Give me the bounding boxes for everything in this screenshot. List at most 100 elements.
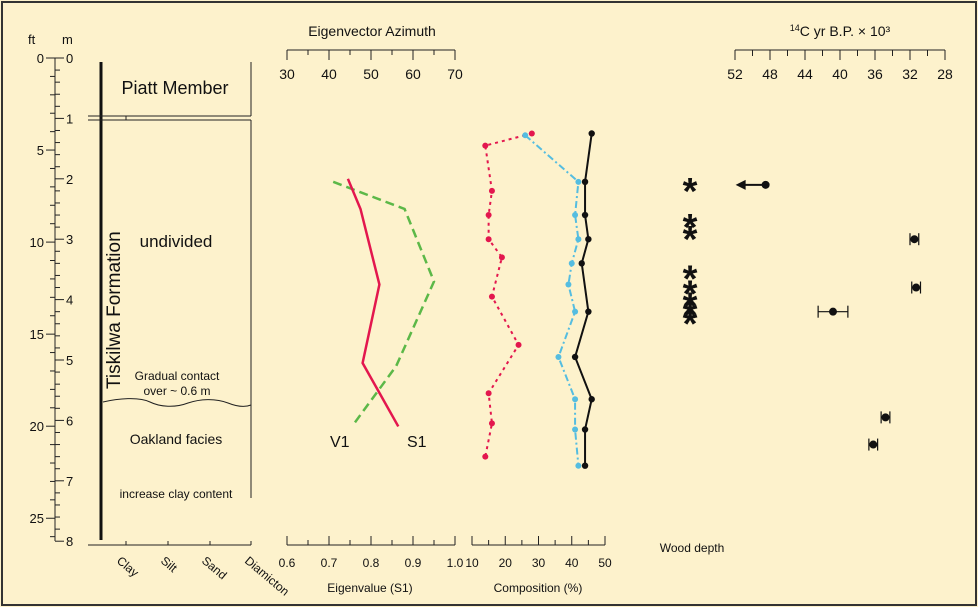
m-tick-label: 2 xyxy=(66,172,73,187)
age-date-point xyxy=(910,235,919,244)
ft-tick-label: 0 xyxy=(37,51,44,66)
composition-axis-title: Composition (%) xyxy=(494,581,583,595)
ft-tick-label: 5 xyxy=(37,143,44,158)
sand-point xyxy=(585,236,592,243)
wood-sample-asterisk: * xyxy=(683,304,698,346)
sand-point xyxy=(581,178,589,186)
silt-point xyxy=(572,396,579,403)
silt-point xyxy=(575,462,582,469)
silt-point xyxy=(575,236,582,243)
eigen-panel: Eigenvector Azimuth Eigenvalue (S1) V1 S… xyxy=(279,23,464,595)
composition-tick-label: 20 xyxy=(499,556,513,570)
age-tick-label: 48 xyxy=(762,66,778,82)
ft-tick-label: 10 xyxy=(30,235,44,250)
silt-point xyxy=(522,132,529,139)
gradual-contact-line xyxy=(102,398,252,407)
clay-point xyxy=(482,453,489,460)
sand-point xyxy=(585,308,592,315)
undivided-label: undivided xyxy=(140,232,213,251)
clay-point xyxy=(498,254,505,261)
sand-point xyxy=(571,353,579,361)
depth-axis: ft m 0 1 2 3 4 5 6 7 8 0 5 10 15 20 25 xyxy=(28,32,73,549)
silt-point xyxy=(568,260,575,267)
azimuth-tick-label: 30 xyxy=(279,66,295,82)
age-tick-label: 44 xyxy=(797,66,813,82)
composition-panel: Composition (%) 10 20 30 40 50 xyxy=(465,130,612,595)
sand-point xyxy=(581,211,589,219)
m-tick-label: 6 xyxy=(66,413,73,428)
age-date-point xyxy=(881,413,890,422)
clay-point xyxy=(488,293,495,300)
clay-point xyxy=(485,212,492,219)
clay-point xyxy=(485,236,492,243)
contact-label-line1: Gradual contact xyxy=(135,369,220,383)
radiocarbon-panel: 14C yr B.P. × 10³ Wood depth 52 48 44 40 36 3… xyxy=(660,23,953,555)
azimuth-tick-label: 70 xyxy=(447,66,463,82)
age-tick-label: 32 xyxy=(902,66,918,82)
eigenvalue-tick-label: 0.9 xyxy=(405,556,422,570)
silt-point xyxy=(565,281,572,288)
wood-sample-asterisk: * xyxy=(683,207,698,249)
eigenvalue-tick-label: 1.0 xyxy=(447,556,464,570)
eigenvalue-tick-label: 0.8 xyxy=(363,556,380,570)
clay-series-line xyxy=(484,132,533,457)
age-tick-label: 40 xyxy=(832,66,848,82)
m-tick-label: 5 xyxy=(66,353,73,368)
ft-tick-label: 15 xyxy=(30,327,44,342)
wood-depth-label: Wood depth xyxy=(660,541,725,555)
azimuth-tick-label: 50 xyxy=(363,66,379,82)
age-date-point xyxy=(829,307,837,316)
v1-series-line xyxy=(332,180,436,425)
wood-sample-asterisk: * xyxy=(683,258,698,300)
ft-tick-label: 25 xyxy=(30,511,44,526)
silt-series-line xyxy=(524,134,580,466)
silt-point xyxy=(572,308,579,315)
m-tick-label: 7 xyxy=(66,474,73,489)
m-tick-label: 3 xyxy=(66,232,73,247)
wood-sample-asterisk: * xyxy=(683,274,698,316)
clay-point xyxy=(515,341,522,348)
composition-tick-label: 30 xyxy=(532,556,546,570)
sand-point xyxy=(578,260,585,267)
m-tick-label: 0 xyxy=(66,51,73,66)
silt-point xyxy=(575,178,582,185)
m-unit-label: m xyxy=(62,32,73,47)
azimuth-tick-label: 60 xyxy=(405,66,421,82)
sand-point xyxy=(581,462,589,469)
sand-point xyxy=(581,426,589,433)
composition-tick-label: 50 xyxy=(598,556,612,570)
stratigraphic-column: Piatt Member Tiskilwa Formation undivide… xyxy=(88,62,292,599)
eigenvalue-tick-label: 0.6 xyxy=(279,556,296,570)
wood-sample-asterisk: * xyxy=(683,286,698,328)
contact-label-line2: over ~ 0.6 m xyxy=(143,384,210,398)
clay-point xyxy=(488,187,495,194)
age-date-point xyxy=(869,440,878,449)
age-tick-label: 28 xyxy=(937,66,953,82)
older-than-arrow-head xyxy=(735,179,746,190)
composition-tick-label: 40 xyxy=(565,556,579,570)
formation-label: Tiskilwa Formation xyxy=(104,231,125,389)
age-date-point xyxy=(912,283,921,292)
v1-series-label: V1 xyxy=(330,434,350,451)
sand-point xyxy=(588,396,595,403)
silt-point xyxy=(572,426,579,433)
m-tick-label: 8 xyxy=(66,534,73,549)
clay-point xyxy=(488,420,495,427)
age-date-point xyxy=(761,180,770,189)
silt-point xyxy=(555,353,562,360)
wood-sample-asterisk: * xyxy=(683,219,698,261)
clay-point xyxy=(482,142,489,149)
m-tick-label: 1 xyxy=(66,111,73,126)
radiocarbon-title-main: C yr B.P. × 10³ xyxy=(800,23,891,39)
wood-sample-asterisk: * xyxy=(683,171,698,213)
wood-sample-asterisk: * xyxy=(683,295,698,337)
ft-unit-label: ft xyxy=(28,32,36,47)
clay-point xyxy=(485,390,492,397)
piatt-member-label: Piatt Member xyxy=(121,78,228,98)
age-tick-label: 36 xyxy=(867,66,883,82)
sand-series-line xyxy=(574,133,593,466)
m-tick-label: 4 xyxy=(66,293,73,308)
radiocarbon-title-sup: 14 xyxy=(790,23,800,33)
